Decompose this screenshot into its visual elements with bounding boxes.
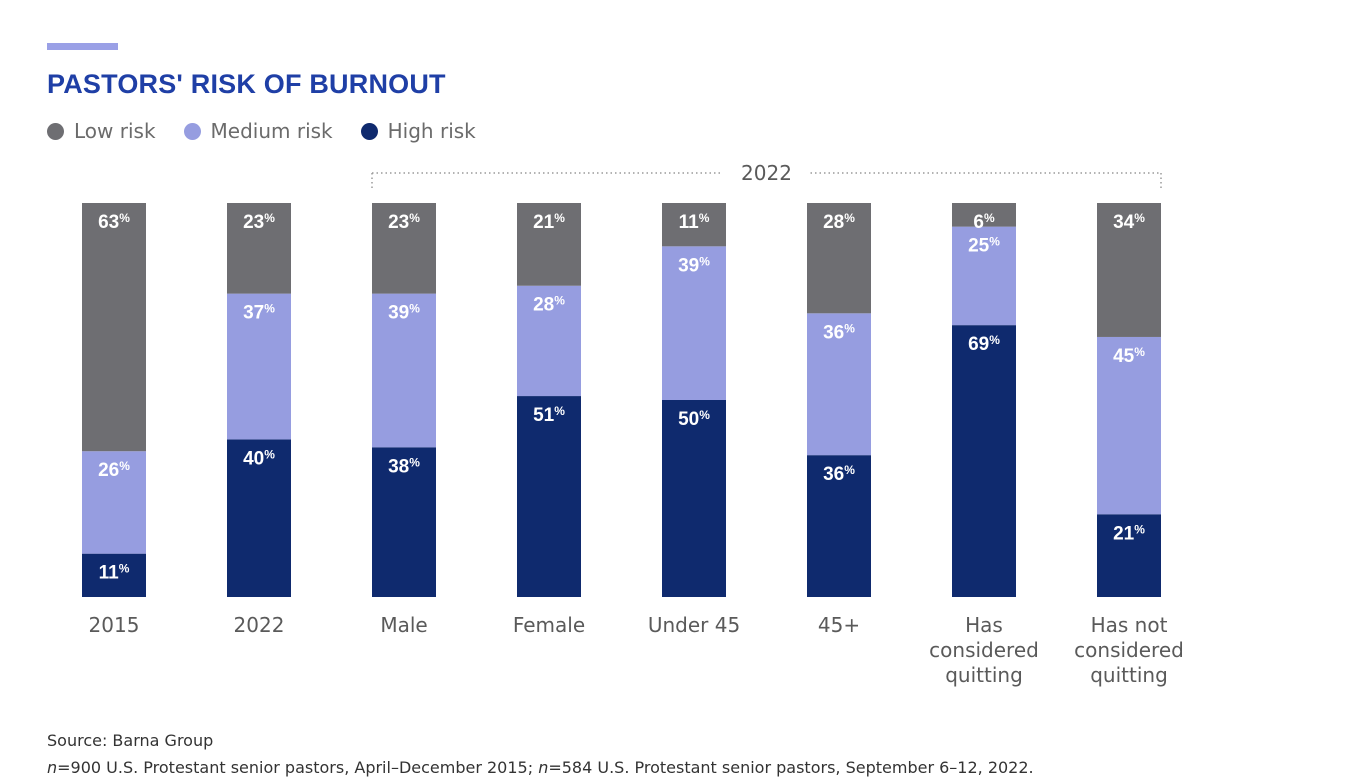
data-label-high-risk-8: 21% bbox=[1113, 522, 1145, 544]
legend-label-medium-risk: Medium risk bbox=[210, 119, 333, 143]
data-label-low-risk-6: 28% bbox=[823, 211, 855, 233]
data-label-high-risk-2: 40% bbox=[243, 447, 275, 469]
data-label-high-risk-3: 38% bbox=[388, 455, 420, 477]
data-label-high-risk-5: 50% bbox=[678, 408, 710, 430]
data-label-low-risk-1: 63% bbox=[98, 211, 130, 233]
bar-low-risk-7 bbox=[952, 203, 1016, 227]
bar-medium-risk-1 bbox=[82, 451, 146, 554]
bar-high-risk-7 bbox=[952, 325, 1016, 597]
bar-high-risk-4 bbox=[517, 396, 581, 597]
bar-medium-risk-8 bbox=[1097, 336, 1161, 515]
bar-low-risk-8 bbox=[1097, 203, 1161, 337]
bracket-label: 2022 bbox=[741, 161, 792, 185]
data-label-medium-risk-5: 39% bbox=[678, 254, 710, 276]
category-label-5: Under 45 bbox=[648, 613, 740, 637]
data-label-high-risk-1: 11% bbox=[99, 562, 130, 584]
bar-medium-risk-3 bbox=[372, 293, 436, 448]
legend-swatch-low-risk bbox=[47, 122, 64, 140]
data-label-medium-risk-4: 28% bbox=[533, 294, 565, 316]
category-label-4: Female bbox=[513, 613, 585, 637]
legend: Low risk Medium risk High risk bbox=[47, 119, 504, 143]
category-label-2: 2022 bbox=[234, 613, 285, 637]
bar-medium-risk-6 bbox=[807, 313, 871, 456]
data-label-low-risk-8: 34% bbox=[1113, 211, 1145, 233]
data-label-medium-risk-8: 45% bbox=[1113, 345, 1145, 367]
footnote-n-2022: n bbox=[538, 758, 549, 777]
data-label-low-risk-7: 6% bbox=[973, 211, 995, 233]
bar-medium-risk-2 bbox=[227, 293, 291, 440]
data-label-medium-risk-6: 36% bbox=[823, 321, 855, 343]
source-note: Source: Barna Group bbox=[47, 731, 214, 750]
bar-high-risk-2 bbox=[227, 439, 291, 597]
category-label-8: Has not considered quitting bbox=[1074, 613, 1184, 687]
category-label-6: 45+ bbox=[818, 613, 860, 637]
data-label-medium-risk-3: 39% bbox=[388, 302, 420, 324]
bar-low-risk-6 bbox=[807, 203, 871, 314]
bar-high-risk-3 bbox=[372, 447, 436, 597]
stacked-bar-chart: 11% 26% 63% 2015 40% 37% 23% 2022 38% 39% 23% Male 5… bbox=[82, 161, 1184, 687]
legend-swatch-medium-risk bbox=[183, 122, 201, 140]
footnote-text-2015: =900 U.S. Protestant senior pastors, Apr… bbox=[57, 758, 539, 777]
bar-medium-risk-4 bbox=[517, 285, 581, 397]
legend-swatch-high-risk bbox=[360, 122, 378, 140]
data-label-high-risk-4: 51% bbox=[533, 404, 565, 426]
bar-high-risk-6 bbox=[807, 455, 871, 597]
sample-footnote: n=900 U.S. Protestant senior pastors, Ap… bbox=[47, 758, 1034, 777]
legend-item-high-risk: High risk bbox=[360, 119, 476, 143]
data-label-low-risk-4: 21% bbox=[533, 211, 565, 233]
bar-high-risk-1 bbox=[82, 553, 146, 597]
bar-medium-risk-7 bbox=[952, 226, 1016, 326]
bar-low-risk-4 bbox=[517, 203, 581, 286]
bar-low-risk-5 bbox=[662, 203, 726, 247]
footnote-n-2015: n bbox=[47, 758, 58, 777]
bar-medium-risk-5 bbox=[662, 246, 726, 400]
category-label-1: 2015 bbox=[89, 613, 140, 637]
data-label-high-risk-6: 36% bbox=[823, 463, 855, 485]
category-label-3: Male bbox=[380, 613, 427, 637]
bar-low-risk-2 bbox=[227, 203, 291, 294]
data-label-low-risk-3: 23% bbox=[388, 211, 420, 233]
legend-item-low-risk: Low risk bbox=[47, 119, 156, 143]
data-label-medium-risk-2: 37% bbox=[243, 302, 275, 324]
legend-label-high-risk: High risk bbox=[387, 119, 476, 143]
data-label-low-risk-5: 11% bbox=[679, 211, 710, 233]
legend-label-low-risk: Low risk bbox=[74, 119, 156, 143]
bar-low-risk-3 bbox=[372, 203, 436, 294]
bar-low-risk-1 bbox=[82, 203, 146, 452]
legend-item-medium-risk: Medium risk bbox=[183, 119, 333, 143]
footnote-text-2022: =584 U.S. Protestant senior pastors, Sep… bbox=[548, 758, 1034, 777]
bar-high-risk-5 bbox=[662, 400, 726, 597]
bar-high-risk-8 bbox=[1097, 514, 1161, 597]
data-label-medium-risk-1: 26% bbox=[98, 459, 130, 481]
category-label-7: Has considered quitting bbox=[929, 613, 1039, 687]
data-label-high-risk-7: 69% bbox=[968, 333, 1000, 355]
data-label-low-risk-2: 23% bbox=[243, 211, 275, 233]
data-label-medium-risk-7: 25% bbox=[968, 235, 1000, 257]
chart-title: PASTORS' RISK OF BURNOUT bbox=[47, 69, 446, 99]
title-accent-bar bbox=[47, 43, 118, 50]
